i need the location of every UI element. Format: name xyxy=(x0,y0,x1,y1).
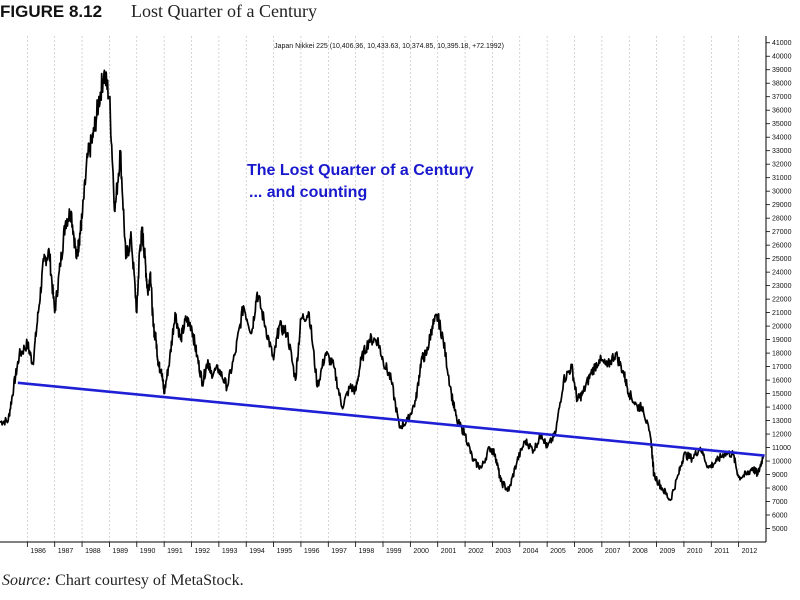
x-tick-label-2006: 2006 xyxy=(578,548,594,555)
x-tick-label-1989: 1989 xyxy=(112,548,128,555)
y-tick-label-25000: 25000 xyxy=(772,256,792,263)
annotation-line-1: The Lost Quarter of a Century xyxy=(247,162,474,179)
x-tick-label-2007: 2007 xyxy=(605,548,621,555)
x-tick-label-1999: 1999 xyxy=(386,548,402,555)
source-caption: Source: Chart courtesy of MetaStock. xyxy=(2,572,244,590)
y-tick-label-8000: 8000 xyxy=(772,486,788,493)
x-tick-label-2000: 2000 xyxy=(413,548,429,555)
chart-area: 1986 1987 1988 1989 1990 1991 1992 1993 1994 1995… xyxy=(0,36,800,562)
x-tick-label-2011: 2011 xyxy=(714,548,729,555)
y-tick-label-33000: 33000 xyxy=(772,148,792,155)
x-tick-label-2008: 2008 xyxy=(632,548,648,555)
y-tick-label-7000: 7000 xyxy=(772,499,788,506)
y-tick-label-14000: 14000 xyxy=(772,405,792,412)
x-tick-label-1987: 1987 xyxy=(58,548,74,555)
y-tick-label-10000: 10000 xyxy=(772,459,792,466)
x-tick-label-1991: 1991 xyxy=(167,548,183,555)
y-tick-label-15000: 15000 xyxy=(772,391,792,398)
y-tick-label-6000: 6000 xyxy=(772,513,788,520)
y-tick-label-26000: 26000 xyxy=(772,243,792,250)
y-tick-label-19000: 19000 xyxy=(772,337,792,344)
y-tick-label-38000: 38000 xyxy=(772,81,792,88)
x-tick-label-2001: 2001 xyxy=(441,548,457,555)
y-tick-label-9000: 9000 xyxy=(772,472,788,479)
y-tick-label-34000: 34000 xyxy=(772,135,792,142)
y-axis: 5000 6000 7000 8000 9000 10000 11000 12000 13000… xyxy=(766,40,792,533)
annotation-line-2: ... and counting xyxy=(249,184,367,201)
x-tick-label-1996: 1996 xyxy=(304,548,320,555)
x-tick-label-1988: 1988 xyxy=(85,548,101,555)
x-tick-label-2003: 2003 xyxy=(495,548,511,555)
y-tick-label-41000: 41000 xyxy=(772,40,792,47)
source-label: Source: xyxy=(2,572,52,589)
x-tick-label-2012: 2012 xyxy=(742,548,758,555)
x-tick-label-1992: 1992 xyxy=(195,548,211,555)
y-tick-label-39000: 39000 xyxy=(772,67,792,74)
y-tick-label-17000: 17000 xyxy=(772,364,792,371)
y-tick-label-13000: 13000 xyxy=(772,418,792,425)
y-tick-label-24000: 24000 xyxy=(772,270,792,277)
x-tick-label-1990: 1990 xyxy=(140,548,156,555)
y-tick-label-11000: 11000 xyxy=(772,445,791,452)
x-tick-label-1994: 1994 xyxy=(249,548,265,555)
x-tick-label-1997: 1997 xyxy=(331,548,347,555)
y-tick-label-18000: 18000 xyxy=(772,351,792,358)
grid-layer xyxy=(27,36,739,542)
y-tick-label-36000: 36000 xyxy=(772,108,792,115)
x-tick-label-1993: 1993 xyxy=(222,548,238,555)
nikkei-chart: 1986 1987 1988 1989 1990 1991 1992 1993 1994 1995… xyxy=(0,36,792,555)
y-tick-label-27000: 27000 xyxy=(772,229,792,236)
x-tick-label-2009: 2009 xyxy=(660,548,676,555)
y-tick-label-23000: 23000 xyxy=(772,283,792,290)
x-axis: 1986 1987 1988 1989 1990 1991 1992 1993 1994 1995… xyxy=(26,542,758,555)
y-tick-label-40000: 40000 xyxy=(772,54,792,61)
x-tick-label-2005: 2005 xyxy=(550,548,566,555)
x-tick-label-2004: 2004 xyxy=(523,548,539,555)
figure-label: FIGURE 8.12 xyxy=(0,2,103,21)
figure-title: Lost Quarter of a Century xyxy=(131,1,317,21)
y-tick-label-20000: 20000 xyxy=(772,324,792,331)
y-tick-label-29000: 29000 xyxy=(772,202,792,209)
x-tick-label-1986: 1986 xyxy=(30,548,46,555)
y-tick-label-30000: 30000 xyxy=(772,189,792,196)
x-tick-label-1995: 1995 xyxy=(277,548,293,555)
downtrend-line xyxy=(17,381,765,457)
y-tick-label-22000: 22000 xyxy=(772,297,792,304)
y-tick-label-31000: 31000 xyxy=(772,175,792,182)
y-tick-label-37000: 37000 xyxy=(772,94,792,101)
y-tick-label-35000: 35000 xyxy=(772,121,792,128)
y-tick-label-12000: 12000 xyxy=(772,432,792,439)
nikkei-price-line xyxy=(0,69,765,502)
y-tick-label-5000: 5000 xyxy=(772,526,788,533)
y-tick-label-28000: 28000 xyxy=(772,216,792,223)
x-tick-label-1998: 1998 xyxy=(359,548,375,555)
x-tick-label-2002: 2002 xyxy=(468,548,484,555)
y-tick-label-16000: 16000 xyxy=(772,378,792,385)
y-tick-label-32000: 32000 xyxy=(772,162,792,169)
x-tick-label-2010: 2010 xyxy=(687,548,703,555)
source-text: Chart courtesy of MetaStock. xyxy=(51,572,244,589)
chart-header-text: Japan Nikkei 225 (10,406.36, 10,433.63, … xyxy=(274,43,504,50)
y-tick-label-21000: 21000 xyxy=(772,310,792,317)
series-layer xyxy=(0,69,765,502)
